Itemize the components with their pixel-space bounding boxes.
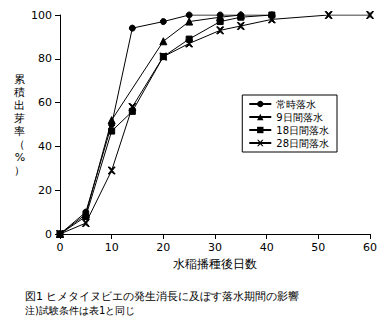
svg-text:積: 積 — [14, 86, 25, 99]
svg-text:累: 累 — [14, 73, 25, 86]
svg-text:20: 20 — [156, 241, 170, 254]
svg-text:20: 20 — [38, 184, 52, 197]
svg-text:18日間落水: 18日間落水 — [276, 125, 329, 136]
svg-text:0: 0 — [57, 241, 64, 254]
svg-text:）: ） — [14, 164, 25, 177]
svg-text:率: 率 — [14, 125, 25, 138]
svg-text:水稲播種後日数: 水稲播種後日数 — [173, 257, 257, 271]
svg-text:30: 30 — [208, 241, 222, 254]
svg-text:0: 0 — [45, 228, 52, 241]
svg-text:注)試験条件は表1と同じ: 注)試験条件は表1と同じ — [25, 305, 135, 316]
svg-text:芽: 芽 — [14, 112, 25, 125]
svg-text:9日間落水: 9日間落水 — [276, 112, 322, 123]
svg-text:50: 50 — [311, 241, 325, 254]
svg-text:図1 ヒメタイヌビエの発生消長に及ぼす落水期間の影響: 図1 ヒメタイヌビエの発生消長に及ぼす落水期間の影響 — [25, 290, 300, 303]
svg-text:100: 100 — [31, 9, 52, 22]
svg-text:60: 60 — [38, 96, 52, 109]
svg-text:80: 80 — [38, 52, 52, 65]
svg-text:10: 10 — [105, 241, 119, 254]
svg-text:出: 出 — [14, 99, 25, 112]
svg-text:60: 60 — [363, 241, 377, 254]
svg-text:40: 40 — [38, 140, 52, 153]
svg-text:常時落水: 常時落水 — [276, 99, 316, 110]
svg-text:（: （ — [14, 138, 25, 151]
svg-text:28日間落水: 28日間落水 — [276, 138, 329, 149]
svg-text:%: % — [15, 151, 25, 164]
svg-text:40: 40 — [260, 241, 274, 254]
